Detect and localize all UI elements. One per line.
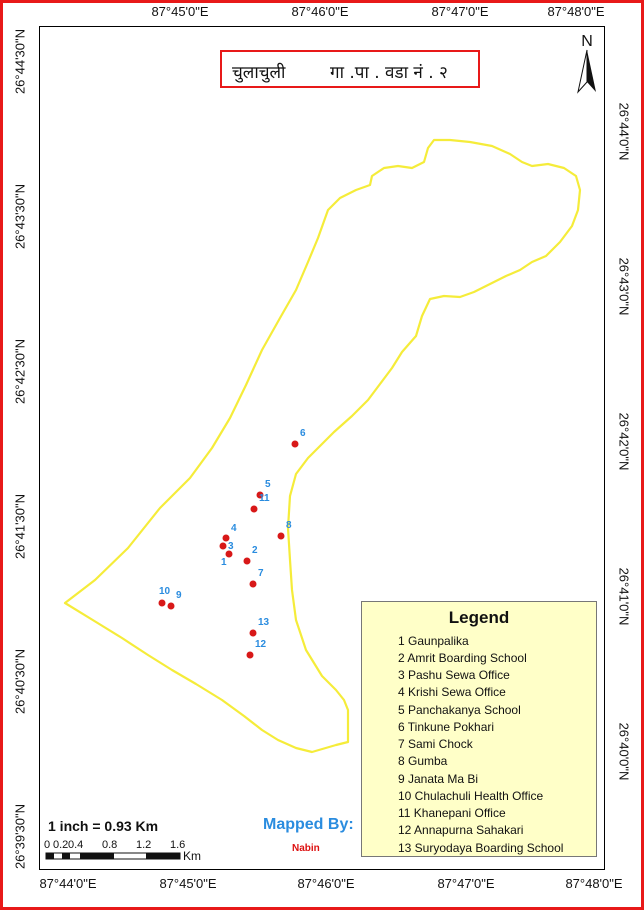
legend-title: Legend xyxy=(448,608,510,627)
map-point-8 xyxy=(277,532,285,540)
legend-item: 1 Gaunpalika xyxy=(398,634,469,648)
title-part2: गा .पा . वडा नं . २ xyxy=(330,63,448,83)
legend-item: 8 Gumba xyxy=(398,754,448,768)
scale-tick: 0.8 xyxy=(102,839,117,851)
scale-tick: 1.2 xyxy=(136,839,151,851)
map-point-label: 2 xyxy=(252,545,258,556)
bottom-coord-label: 87°46'0"E xyxy=(297,876,355,891)
map-point-4 xyxy=(222,534,230,542)
legend-item: 4 Krishi Sewa Office xyxy=(398,685,506,699)
top-coord-label: 87°46'0"E xyxy=(291,4,349,19)
north-arrow-icon: N xyxy=(577,33,596,94)
map-point-3 xyxy=(219,542,227,550)
legend-item: 6 Tinkune Pokhari xyxy=(398,720,495,734)
legend: Legend 1 Gaunpalika 2 Amrit Boarding Sch… xyxy=(361,601,597,857)
map-point-label: 13 xyxy=(258,617,270,628)
map-point-7 xyxy=(249,580,257,588)
map-point-label: 3 xyxy=(228,541,234,552)
legend-item: 12 Annapurna Sahakari xyxy=(398,823,524,837)
map-point-label: 8 xyxy=(286,520,292,531)
bottom-coord-label: 87°48'0"E xyxy=(565,876,623,891)
scale-bar: 0 0.2 0.4 0.8 1.2 1.6 Km xyxy=(44,839,201,863)
legend-item: 7 Sami Chock xyxy=(398,737,473,751)
scale-tick: 1.6 xyxy=(170,839,185,851)
legend-item: 11 Khanepani Office xyxy=(398,806,506,820)
map-point-label: 11 xyxy=(259,493,270,504)
map-point-label: 7 xyxy=(258,568,264,579)
map-frame xyxy=(39,26,605,870)
bottom-coord-label: 87°44'0"E xyxy=(39,876,97,891)
scale-tick: 0 xyxy=(44,839,50,851)
legend-item: 5 Panchakanya School xyxy=(398,703,521,717)
scale-tick: 0.2 xyxy=(53,839,68,851)
ward-boundary xyxy=(63,138,582,754)
title-part1: चुलाचुली xyxy=(232,63,286,83)
mapped-by-label: Mapped By: xyxy=(263,816,354,833)
map-point-11 xyxy=(250,505,258,513)
north-label: N xyxy=(581,33,593,50)
map-point-label: 4 xyxy=(231,523,237,534)
legend-item: 9 Janata Ma Bi xyxy=(398,772,479,786)
top-coord-label: 87°48'0"E xyxy=(547,4,605,19)
author-name: Nabin xyxy=(292,843,320,854)
bottom-coord-label: 87°45'0"E xyxy=(159,876,217,891)
map-point-label: 6 xyxy=(300,428,306,439)
scale-tick: 0.4 xyxy=(68,839,83,851)
legend-item: 13 Suryodaya Boarding School xyxy=(398,841,564,855)
map-point-label: 1 xyxy=(221,557,227,568)
map-point-label: 12 xyxy=(255,639,267,650)
map-point-12 xyxy=(246,651,254,659)
scale-text: 1 inch = 0.93 Km xyxy=(48,818,159,834)
map-point-1 xyxy=(225,550,233,558)
map-point-label: 5 xyxy=(265,479,271,490)
legend-item: 10 Chulachuli Health Office xyxy=(398,789,544,803)
map-point-13 xyxy=(249,629,257,637)
map-title-box: चुलाचुली गा .पा . वडा नं . २ xyxy=(220,50,480,88)
legend-item: 2 Amrit Boarding School xyxy=(398,651,527,665)
top-coord-label: 87°45'0"E xyxy=(151,4,209,19)
scale-unit: Km xyxy=(183,849,201,863)
top-coord-label: 87°47'0"E xyxy=(431,4,489,19)
map-point-10 xyxy=(158,599,166,607)
legend-item: 3 Pashu Sewa Office xyxy=(398,668,510,682)
map-point-label: 9 xyxy=(176,590,182,601)
map-point-9 xyxy=(167,602,175,610)
map-point-2 xyxy=(243,557,251,565)
map-point-label: 10 xyxy=(159,586,171,597)
bottom-coord-label: 87°47'0"E xyxy=(437,876,495,891)
map-point-6 xyxy=(291,440,299,448)
map-point-5 xyxy=(256,491,264,499)
